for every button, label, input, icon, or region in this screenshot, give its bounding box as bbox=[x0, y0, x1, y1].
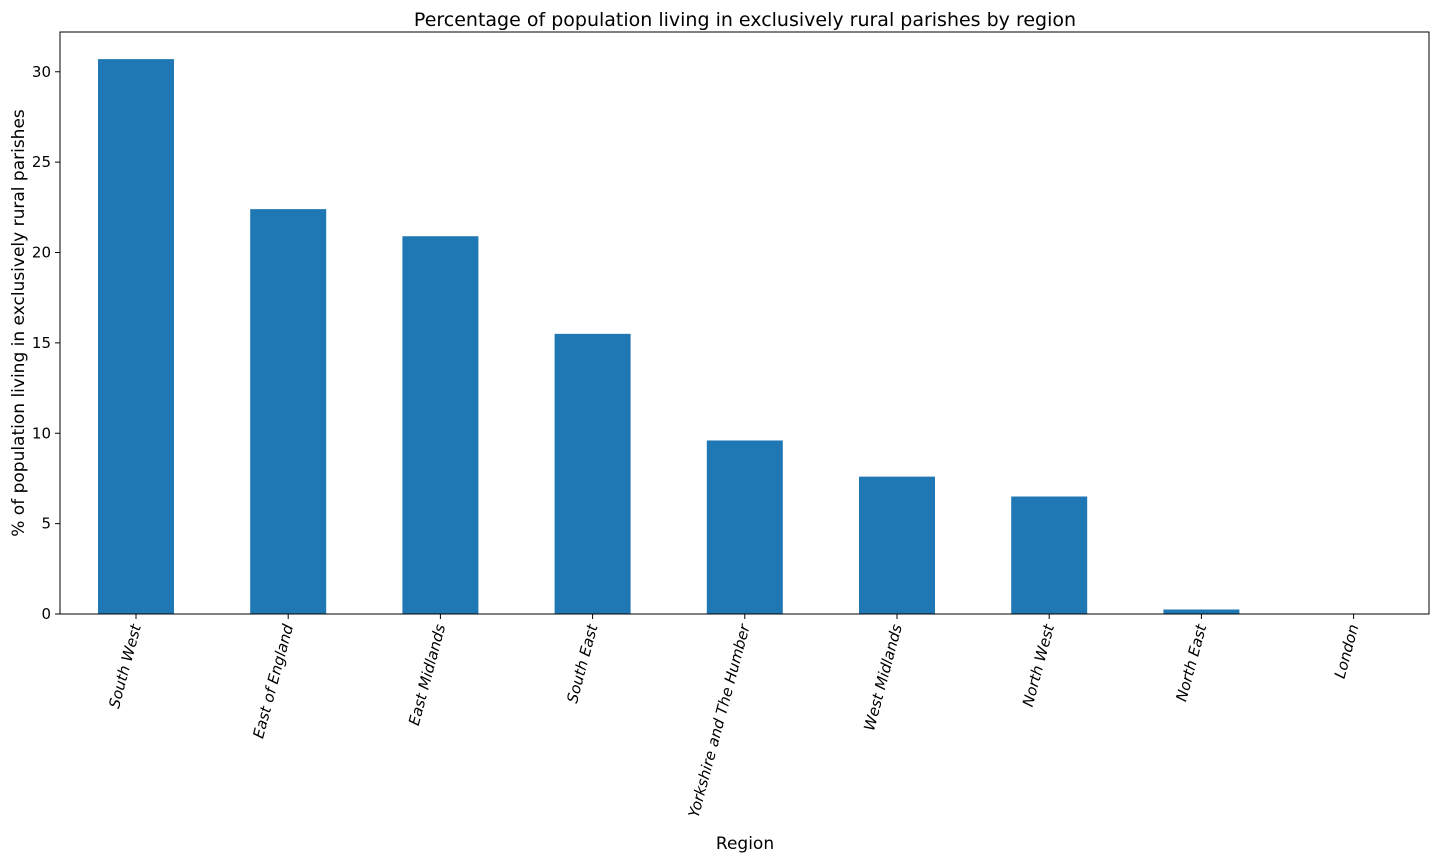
y-tick-label: 30 bbox=[32, 63, 51, 81]
x-tick-label: East Midlands bbox=[405, 622, 449, 727]
bar-east-of-england bbox=[250, 209, 327, 614]
y-tick-label: 20 bbox=[32, 244, 51, 262]
y-tick-label: 10 bbox=[32, 424, 51, 442]
x-tick-label: London bbox=[1331, 622, 1363, 680]
bar-south-east bbox=[554, 333, 631, 614]
y-tick-label: 0 bbox=[41, 605, 51, 623]
y-tick-label: 15 bbox=[32, 334, 51, 352]
chart-title: Percentage of population living in exclu… bbox=[414, 9, 1076, 31]
y-tick-label: 25 bbox=[32, 153, 51, 171]
y-tick-label: 5 bbox=[41, 515, 51, 533]
x-tick-label: North East bbox=[1172, 621, 1210, 703]
x-tick-label: South East bbox=[563, 621, 602, 705]
x-tick-label: West Midlands bbox=[860, 622, 906, 732]
x-axis-label: Region bbox=[716, 834, 774, 854]
x-axis-ticks: South West East of England East Midlands So… bbox=[105, 614, 1362, 819]
y-axis-ticks: 0 5 10 15 20 25 30 bbox=[32, 63, 60, 623]
bar-east-midlands bbox=[402, 236, 479, 615]
bar-west-midlands bbox=[859, 476, 935, 614]
y-axis-label: % of population living in exclusively ru… bbox=[9, 109, 29, 537]
bars-group bbox=[98, 59, 1240, 615]
plot-frame bbox=[59, 31, 1430, 615]
x-tick-label: South West bbox=[105, 621, 145, 710]
x-tick-label: East of England bbox=[249, 622, 297, 740]
x-tick-label: Yorkshire and The Humber bbox=[685, 622, 754, 820]
bar-north-east bbox=[1163, 609, 1240, 614]
x-tick-label: North West bbox=[1019, 621, 1059, 708]
bar-south-west bbox=[98, 59, 174, 615]
bar-north-west bbox=[1011, 496, 1088, 614]
bar-yorkshire-and-the-humber bbox=[706, 440, 783, 614]
